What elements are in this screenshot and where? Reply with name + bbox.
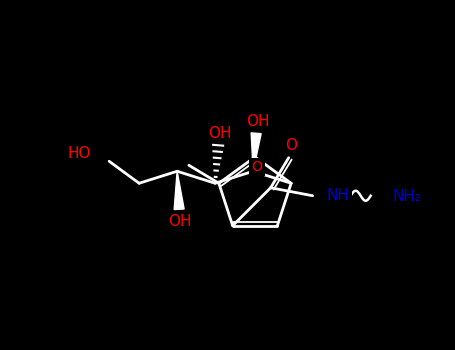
Text: OH: OH	[247, 114, 270, 129]
Polygon shape	[251, 133, 261, 171]
Text: O: O	[285, 138, 297, 153]
Text: NH: NH	[327, 188, 349, 203]
Text: O: O	[252, 160, 263, 174]
Polygon shape	[174, 171, 184, 210]
Text: HO: HO	[68, 146, 91, 161]
Text: OH: OH	[168, 214, 192, 229]
Text: OH: OH	[208, 126, 232, 141]
Text: NH₂: NH₂	[393, 189, 422, 204]
